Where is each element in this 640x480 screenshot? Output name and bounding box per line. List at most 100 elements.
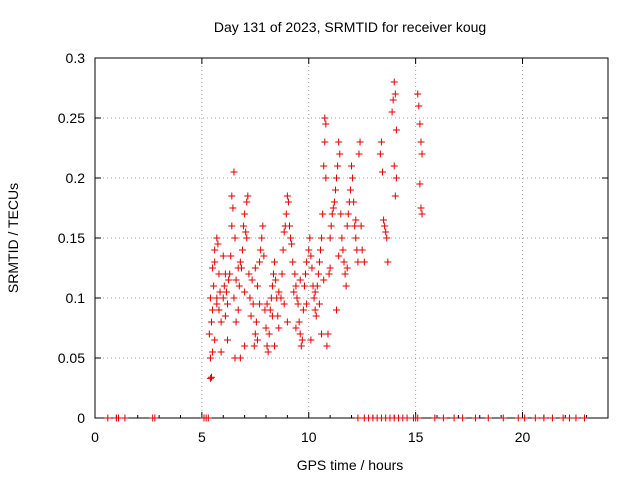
data-point — [231, 234, 239, 242]
data-point — [392, 126, 400, 134]
data-point — [417, 204, 425, 212]
data-point — [417, 138, 425, 146]
x-tick-label: 5 — [198, 429, 206, 445]
data-point — [222, 288, 230, 296]
data-point — [284, 198, 292, 206]
data-point — [335, 252, 343, 260]
data-point — [257, 246, 265, 254]
data-point — [344, 210, 352, 218]
data-point — [318, 330, 326, 338]
data-point — [294, 300, 302, 308]
data-point — [221, 312, 229, 320]
data-point — [268, 282, 276, 290]
data-point — [286, 222, 294, 230]
data-point — [220, 282, 228, 290]
data-point — [307, 336, 315, 344]
y-tick-label: 0.15 — [58, 230, 85, 246]
data-point — [217, 348, 225, 356]
data-point — [238, 246, 246, 254]
data-point — [283, 318, 291, 326]
data-point — [242, 228, 250, 236]
data-point — [326, 234, 334, 242]
data-point — [414, 90, 422, 98]
data-point — [260, 252, 268, 260]
data-point — [206, 374, 214, 382]
data-point — [226, 270, 234, 278]
data-point — [333, 174, 341, 182]
data-point — [331, 186, 339, 194]
data-point — [219, 294, 227, 302]
data-point — [342, 282, 350, 290]
data-point — [210, 282, 218, 290]
data-point — [211, 258, 219, 266]
data-point — [216, 288, 224, 296]
data-point — [227, 252, 235, 260]
data-point — [559, 414, 567, 422]
data-point — [324, 330, 332, 338]
data-point — [214, 240, 222, 248]
data-point — [336, 150, 344, 158]
chart-title: Day 131 of 2023, SRMTID for receiver kou… — [214, 19, 486, 35]
y-tick-label: 0.25 — [58, 110, 85, 126]
data-point — [266, 306, 274, 314]
data-point — [333, 306, 341, 314]
y-tick-label: 0.05 — [58, 350, 85, 366]
data-point — [383, 234, 391, 242]
data-point — [572, 414, 580, 422]
data-point — [540, 414, 548, 422]
data-point — [252, 318, 260, 326]
data-point — [315, 258, 323, 266]
data-point — [311, 288, 319, 296]
data-point — [277, 294, 285, 302]
data-point — [251, 330, 259, 338]
data-point — [403, 414, 411, 422]
data-point — [303, 258, 311, 266]
data-point — [205, 330, 213, 338]
data-point — [389, 96, 397, 104]
data-point — [291, 270, 299, 278]
data-point — [283, 192, 291, 200]
data-point — [275, 324, 283, 332]
data-point — [263, 342, 271, 350]
data-point — [312, 312, 320, 320]
data-point — [391, 192, 399, 200]
data-point — [392, 174, 400, 182]
data-point — [230, 168, 238, 176]
data-point — [416, 120, 424, 128]
data-point — [357, 222, 365, 230]
data-point — [300, 282, 308, 290]
data-point — [279, 246, 287, 254]
data-point — [326, 264, 334, 272]
data-point — [265, 330, 273, 338]
data-point — [343, 222, 351, 230]
data-point — [241, 288, 249, 296]
data-point — [211, 336, 219, 344]
data-point — [328, 210, 336, 218]
data-point — [293, 294, 301, 302]
data-point — [382, 228, 390, 236]
data-point — [388, 108, 396, 116]
data-point — [391, 90, 399, 98]
data-point — [280, 228, 288, 236]
data-point — [308, 264, 316, 272]
data-point — [243, 234, 251, 242]
data-point — [514, 414, 522, 422]
data-point — [339, 246, 347, 254]
data-point — [327, 222, 335, 230]
data-point — [213, 294, 221, 302]
data-point — [431, 414, 439, 422]
data-point — [213, 300, 221, 308]
data-point — [215, 306, 223, 314]
data-point — [337, 210, 345, 218]
data-point — [319, 210, 327, 218]
data-point — [305, 246, 313, 254]
data-point — [224, 300, 232, 308]
data-point — [450, 414, 458, 422]
data-point — [256, 300, 264, 308]
data-point — [531, 414, 539, 422]
data-point — [206, 354, 214, 362]
data-point — [219, 252, 227, 260]
data-point — [278, 270, 286, 278]
data-point — [338, 234, 346, 242]
